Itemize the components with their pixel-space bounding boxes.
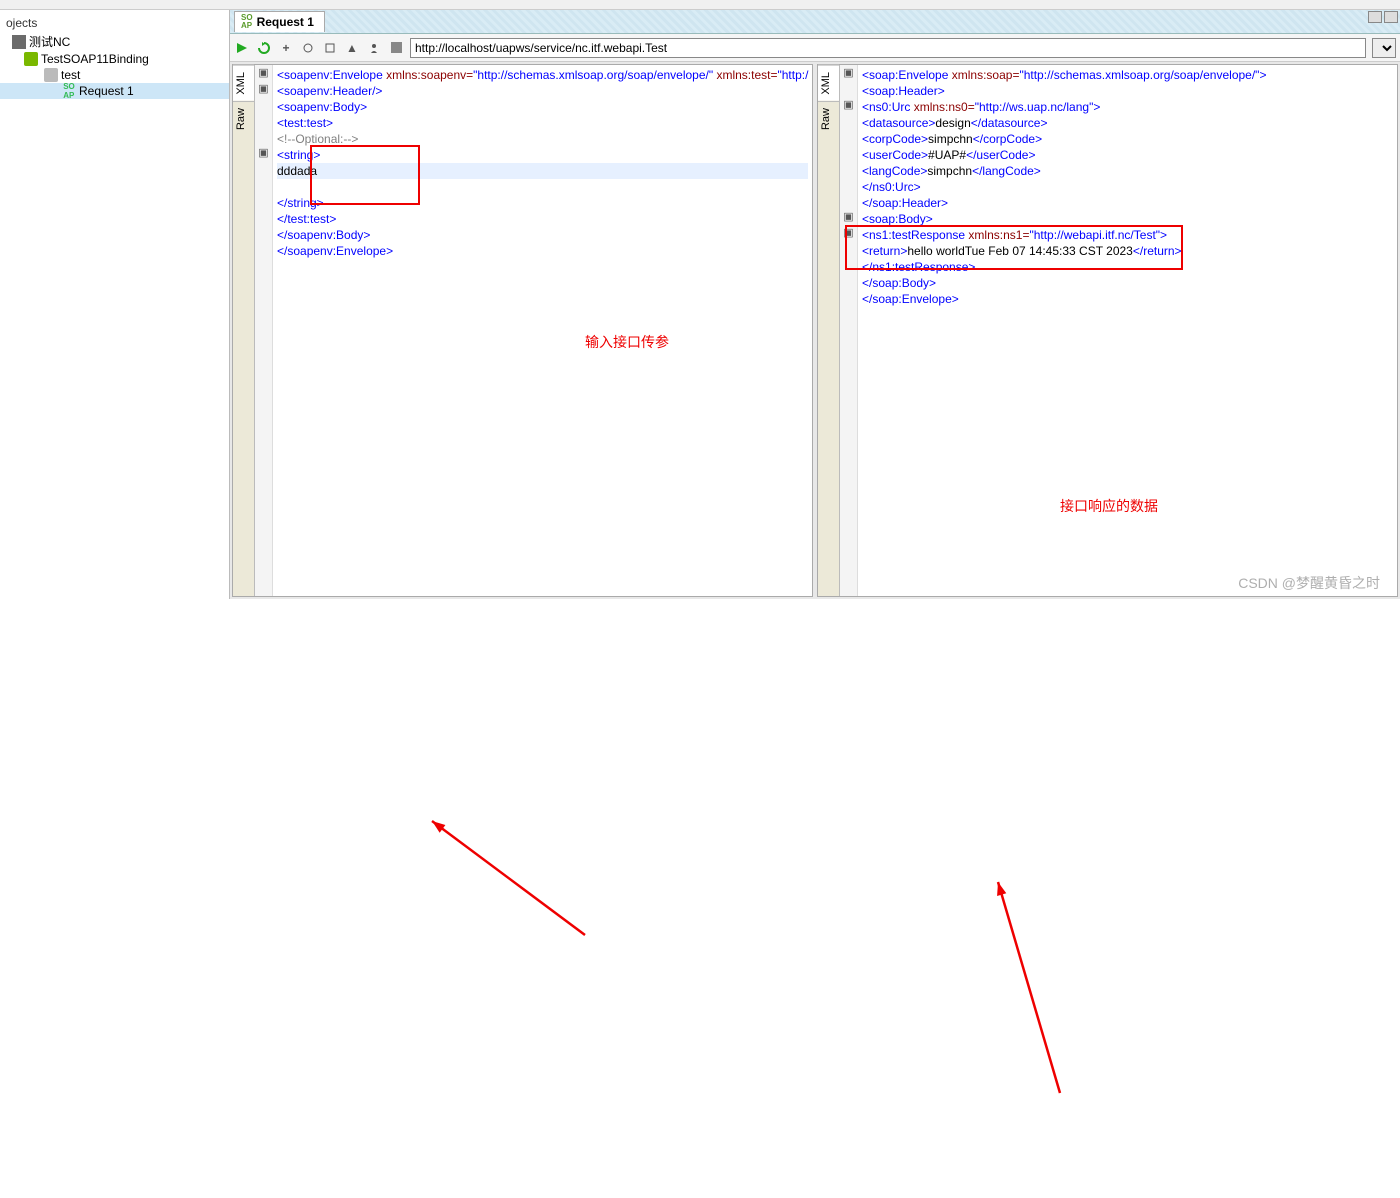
iface-icon <box>24 52 38 66</box>
response-side-tabs: XML Raw <box>818 65 840 596</box>
tab-bar: SOAP Request 1 <box>230 10 1400 34</box>
response-gutter: ▣▣▣▣ <box>840 65 858 596</box>
fold-toggle[interactable] <box>840 177 857 193</box>
fold-toggle[interactable] <box>840 81 857 97</box>
fold-toggle[interactable]: ▣ <box>840 225 857 241</box>
fold-toggle[interactable] <box>255 225 272 241</box>
fold-toggle[interactable]: ▣ <box>255 81 272 97</box>
fold-toggle[interactable] <box>840 145 857 161</box>
request-side-tabs: XML Raw <box>233 65 255 596</box>
tab-raw[interactable]: Raw <box>233 101 254 136</box>
fold-toggle[interactable] <box>840 161 857 177</box>
soap-ap-icon: SOAP <box>241 14 253 30</box>
window-controls <box>1368 11 1398 23</box>
tab-request-1[interactable]: SOAP Request 1 <box>234 11 325 32</box>
fold-toggle[interactable] <box>840 273 857 289</box>
fold-toggle[interactable]: ▣ <box>255 145 272 161</box>
request-response-panes: XML Raw ▣▣▣ <soapenv:Envelope xmlns:soap… <box>230 62 1400 599</box>
tree-item-label: Request 1 <box>79 84 134 98</box>
window-restore-icon[interactable] <box>1368 11 1382 23</box>
fold-toggle[interactable]: ▣ <box>840 65 857 81</box>
request-pane: XML Raw ▣▣▣ <soapenv:Envelope xmlns:soap… <box>232 64 813 597</box>
window-close-icon[interactable] <box>1384 11 1398 23</box>
watermark: CSDN @梦醒黄昏之时 <box>1238 573 1380 593</box>
tree-item-label: test <box>61 68 80 82</box>
fold-toggle[interactable]: ▣ <box>255 65 272 81</box>
project-tree-panel: ojects 测试NCTestSOAP11BindingtestSOAPRequ… <box>0 10 230 599</box>
play-icon[interactable] <box>234 40 250 56</box>
tree-header: ojects <box>0 14 229 32</box>
fold-toggle[interactable] <box>840 113 857 129</box>
folder-icon <box>12 35 26 49</box>
fold-toggle[interactable]: ▣ <box>840 209 857 225</box>
fold-toggle[interactable] <box>255 113 272 129</box>
tree-item-request-1[interactable]: SOAPRequest 1 <box>0 83 229 99</box>
annotation-arrows <box>0 599 1400 1198</box>
annotation-response: 接口响应的数据 <box>1060 496 1158 516</box>
fold-toggle[interactable] <box>840 289 857 305</box>
fold-toggle[interactable] <box>255 177 272 193</box>
tree-item-label: TestSOAP11Binding <box>41 52 149 66</box>
tree-item-test[interactable]: test <box>0 67 229 83</box>
tab-xml[interactable]: XML <box>233 65 254 101</box>
fold-toggle[interactable]: ▣ <box>840 97 857 113</box>
annotation-request: 输入接口传参 <box>585 332 669 352</box>
request-gutter: ▣▣▣ <box>255 65 273 596</box>
fold-toggle[interactable] <box>840 257 857 273</box>
fold-toggle[interactable] <box>255 209 272 225</box>
fold-toggle[interactable] <box>255 97 272 113</box>
fold-toggle[interactable] <box>840 129 857 145</box>
tab-raw[interactable]: Raw <box>818 101 839 136</box>
request-toolbar: + ▲ <box>230 34 1400 62</box>
tab-xml[interactable]: XML <box>818 65 839 101</box>
url-input[interactable] <box>410 38 1366 58</box>
tree-item-测试nc[interactable]: 测试NC <box>0 32 229 51</box>
stop-icon[interactable] <box>300 40 316 56</box>
response-xml-viewer: <soap:Envelope xmlns:soap="http://schema… <box>858 65 1397 596</box>
fold-toggle[interactable] <box>255 193 272 209</box>
tree-item-testsoap11binding[interactable]: TestSOAP11Binding <box>0 51 229 67</box>
restart-icon[interactable] <box>256 40 272 56</box>
req-icon: SOAP <box>62 84 76 98</box>
box-icon[interactable] <box>322 40 338 56</box>
fold-toggle[interactable] <box>255 161 272 177</box>
fold-toggle[interactable] <box>255 241 272 257</box>
attach-icon[interactable] <box>366 40 382 56</box>
content-area: SOAP Request 1 + ▲ XML Raw <box>230 10 1400 599</box>
tree-item-label: 测试NC <box>29 33 70 50</box>
tab-title: Request 1 <box>257 15 314 29</box>
menu-bar <box>0 0 1400 10</box>
request-xml-editor[interactable]: <soapenv:Envelope xmlns:soapenv="http://… <box>273 65 812 596</box>
response-pane: XML Raw ▣▣▣▣ <soap:Envelope xmlns:soap="… <box>817 64 1398 597</box>
op-icon <box>44 68 58 82</box>
fold-toggle[interactable] <box>840 193 857 209</box>
main-layout: ojects 测试NCTestSOAP11BindingtestSOAPRequ… <box>0 10 1400 599</box>
save-icon[interactable] <box>388 40 404 56</box>
add-icon[interactable]: + <box>278 40 294 56</box>
url-select[interactable] <box>1372 38 1396 58</box>
fold-toggle[interactable] <box>840 241 857 257</box>
fold-toggle[interactable] <box>255 129 272 145</box>
auth-icon[interactable]: ▲ <box>344 40 360 56</box>
